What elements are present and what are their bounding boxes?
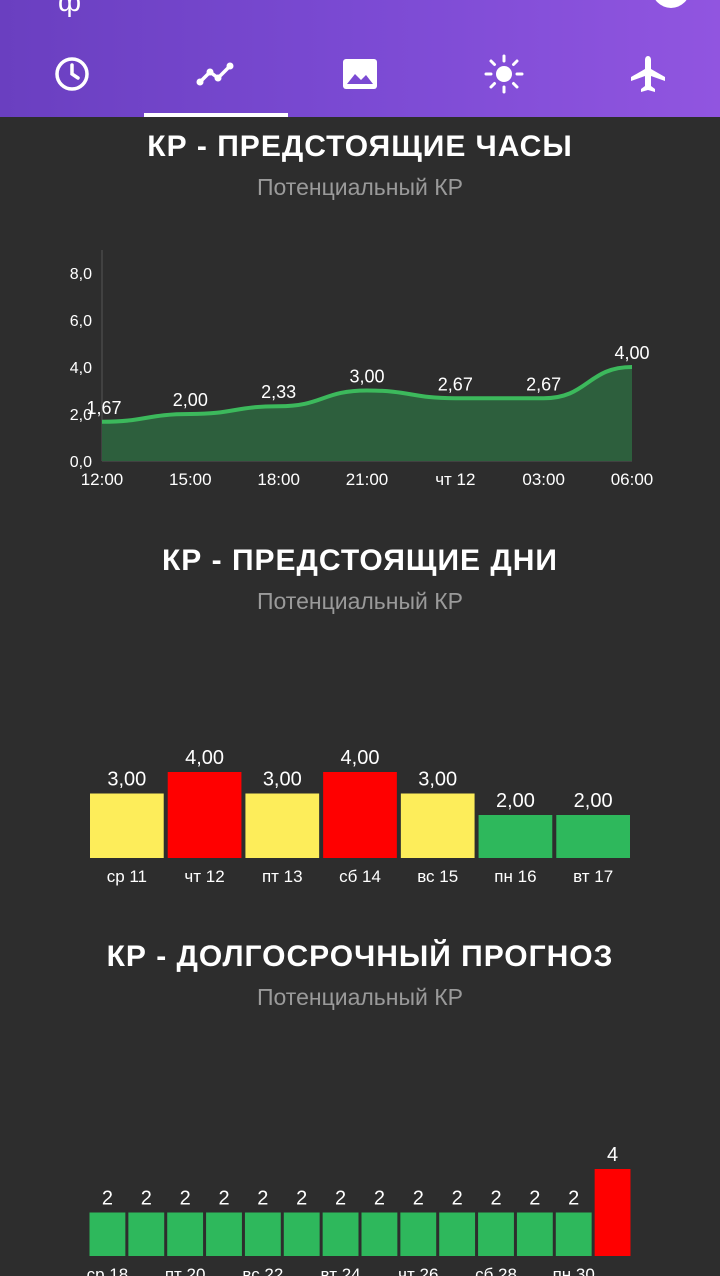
- longterm-section-title: КР - ДОЛГОСРОЧНЫЙ ПРОГНОЗ: [106, 940, 614, 973]
- airplane-icon: [631, 56, 665, 92]
- bar-value-label: 2,00: [496, 790, 535, 812]
- x-tick-label: 21:00: [346, 470, 389, 489]
- bar: [245, 793, 320, 858]
- bar: [90, 793, 164, 858]
- sun-icon: [484, 54, 524, 94]
- bar-value-label: 2: [374, 1188, 385, 1210]
- hourly-section-title: КР - ПРЕДСТОЯЩИЕ ЧАСЫ: [147, 130, 573, 163]
- bar: [167, 772, 242, 858]
- bar-value-label: 3,00: [418, 769, 457, 791]
- data-label: 2,33: [261, 382, 296, 402]
- x-tick-label: ср 18: [87, 1265, 129, 1276]
- hourly-section-subtitle: Потенциальный КР: [256, 174, 463, 200]
- daily-section-title: КР - ПРЕДСТОЯЩИЕ ДНИ: [161, 544, 558, 577]
- bar-value-label: 3,00: [107, 769, 146, 791]
- top-app-bar: ф: [0, 0, 720, 117]
- x-tick-label: 03:00: [522, 470, 565, 489]
- y-tick-label: 2,0: [70, 407, 92, 424]
- x-tick-label: пн 30: [553, 1265, 595, 1276]
- bar-value-label: 2: [529, 1188, 540, 1210]
- data-label: 1,67: [86, 398, 121, 418]
- x-tick-label: чт 26: [398, 1265, 438, 1276]
- bar-value-label: 2: [141, 1188, 152, 1210]
- bar: [206, 1212, 242, 1256]
- bar-value-label: 2: [218, 1188, 229, 1210]
- bar: [439, 1212, 476, 1256]
- y-tick-label: 0,0: [70, 454, 92, 471]
- bar-value-label: 2: [452, 1188, 463, 1210]
- x-tick-label: сб 14: [339, 867, 381, 886]
- daily-section-subtitle: Потенциальный КР: [256, 588, 463, 614]
- bar: [283, 1212, 320, 1256]
- bar: [400, 793, 475, 858]
- bar-value-label: 4,00: [341, 747, 380, 769]
- x-tick-label: 18:00: [257, 470, 300, 489]
- x-tick-label: ср 11: [107, 867, 147, 886]
- data-label: 2,67: [526, 374, 561, 394]
- x-tick-label: 06:00: [611, 470, 654, 489]
- bar: [322, 1212, 359, 1256]
- bar: [594, 1169, 631, 1256]
- longterm-bar-chart: 2 ср 18 2 2 пт 20 2 2 вс 22 2 2 вт 24 2 2 чт 26 2 2 сб 2…: [87, 1144, 631, 1276]
- x-tick-label: вс 22: [242, 1265, 283, 1276]
- bar: [361, 1212, 398, 1256]
- trend-icon: [196, 62, 234, 86]
- daily-bar-chart: 3,00 ср 11 4,00 чт 12 3,00 пт 13 4,00 сб 14 3,00…: [90, 747, 630, 886]
- bar-value-label: 2: [568, 1188, 579, 1210]
- bar-value-label: 2: [180, 1188, 191, 1210]
- bar: [556, 815, 630, 858]
- bar-value-label: 2: [413, 1188, 424, 1210]
- bar-value-label: 2: [257, 1188, 268, 1210]
- bar: [323, 772, 397, 858]
- image-icon: [343, 59, 377, 89]
- tab-hourly[interactable]: [0, 38, 144, 114]
- y-tick-label: 4,0: [70, 360, 92, 377]
- x-tick-label: пн 16: [494, 867, 536, 886]
- bar: [478, 1212, 514, 1256]
- bar: [128, 1212, 165, 1256]
- profile-avatar[interactable]: [652, 0, 690, 8]
- bar-value-label: 2: [490, 1188, 501, 1210]
- longterm-section-subtitle: Потенциальный КР: [256, 984, 463, 1010]
- bar: [478, 815, 553, 858]
- x-tick-label: вт 17: [573, 867, 613, 886]
- y-tick-label: 8,0: [70, 266, 92, 283]
- clock-icon: [55, 57, 89, 91]
- bar-value-label: 3,00: [263, 769, 302, 791]
- x-tick-label: чт 12: [435, 470, 475, 489]
- x-tick-label: пт 20: [165, 1265, 206, 1276]
- bar: [516, 1212, 553, 1256]
- area-fill: [102, 367, 632, 461]
- tab-flight[interactable]: [576, 38, 720, 114]
- x-tick-label: 12:00: [81, 470, 124, 489]
- bar: [400, 1212, 437, 1256]
- bar-value-label: 2,00: [574, 790, 613, 812]
- x-tick-label: вт 24: [321, 1265, 361, 1276]
- bar-value-label: 2: [335, 1188, 346, 1210]
- bar-value-label: 4: [607, 1144, 618, 1166]
- bar-value-label: 2: [296, 1188, 307, 1210]
- data-label: 3,00: [349, 367, 384, 387]
- bar-value-label: 4,00: [185, 747, 224, 769]
- bar: [89, 1212, 126, 1256]
- tab-chart[interactable]: [144, 38, 288, 114]
- bar: [244, 1212, 281, 1256]
- x-tick-label: сб 28: [475, 1265, 517, 1276]
- x-tick-label: чт 12: [184, 867, 224, 886]
- hourly-area-chart: 0,0 2,0 4,0 6,0 8,0 1,67 12:00 2,00 15:00 2,33 18:…: [70, 250, 654, 489]
- data-label: 4,00: [614, 343, 649, 363]
- data-label: 2,00: [173, 390, 208, 410]
- x-tick-label: пт 13: [262, 867, 303, 886]
- x-tick-label: вс 15: [417, 867, 458, 886]
- tab-sun[interactable]: [432, 38, 576, 114]
- data-label: 2,67: [438, 374, 473, 394]
- active-tab-indicator: [144, 113, 288, 117]
- tab-images[interactable]: [288, 38, 432, 114]
- x-tick-label: 15:00: [169, 470, 212, 489]
- bar: [167, 1212, 204, 1256]
- bar-value-label: 2: [102, 1188, 113, 1210]
- app-title-partial: ф: [58, 0, 82, 17]
- y-tick-label: 6,0: [70, 313, 92, 330]
- bar: [555, 1212, 592, 1256]
